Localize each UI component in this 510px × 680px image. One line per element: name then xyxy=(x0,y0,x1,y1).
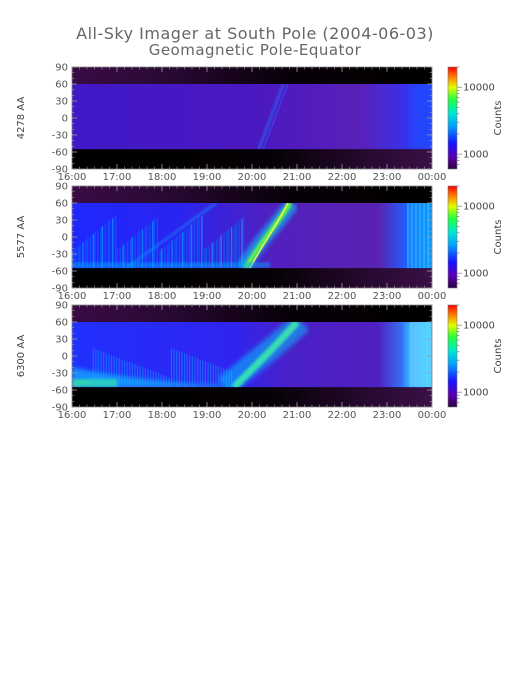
y-tick-label: -60 xyxy=(52,267,68,278)
chart-subtitle: Geomagnetic Pole-Equator xyxy=(148,41,362,59)
x-tick-label: 18:00 xyxy=(148,172,177,183)
colorbar-tick-label: 10000 xyxy=(463,202,495,213)
auroral-features xyxy=(72,203,432,269)
x-tick-label: 20:00 xyxy=(238,410,267,421)
x-tick-label: 22:00 xyxy=(328,172,357,183)
x-tick-label: 23:00 xyxy=(373,172,402,183)
colorbar: 10000 1000 Counts xyxy=(447,185,504,289)
y-tick-label: -90 xyxy=(52,165,68,176)
y-tick-label: -30 xyxy=(52,369,68,380)
intensity-band xyxy=(72,84,432,150)
x-tick-label: 17:00 xyxy=(103,172,132,183)
y-axis-label: 4278 AA xyxy=(16,97,27,140)
x-tick-label: 19:00 xyxy=(193,291,222,302)
y-axis-label: 5577 AA xyxy=(16,216,27,259)
y-tick-label: 30 xyxy=(55,97,68,108)
colorbar: 10000 1000 Counts xyxy=(447,66,504,170)
x-tick-label: 16:00 xyxy=(58,172,87,183)
chart-title: All-Sky Imager at South Pole (2004-06-03… xyxy=(76,24,434,43)
x-tick-label: 21:00 xyxy=(283,410,312,421)
y-tick-label: 90 xyxy=(55,63,68,74)
y-tick-label: 0 xyxy=(62,233,68,244)
y-tick-label: 90 xyxy=(55,301,68,312)
x-tick-label: 18:00 xyxy=(148,410,177,421)
y-tick-label: -90 xyxy=(52,403,68,414)
x-tick-label: 23:00 xyxy=(373,410,402,421)
y-tick-label: -60 xyxy=(52,148,68,159)
y-tick-label: -60 xyxy=(52,386,68,397)
colorbar-label: Counts xyxy=(493,101,504,136)
x-tick-label: 00:00 xyxy=(418,410,447,421)
x-tick-label: 22:00 xyxy=(328,410,357,421)
x-tick-label: 00:00 xyxy=(418,291,447,302)
x-tick-label: 21:00 xyxy=(283,291,312,302)
y-tick-label: -90 xyxy=(52,284,68,295)
y-tick-label: 0 xyxy=(62,114,68,125)
y-tick-label: -30 xyxy=(52,131,68,142)
colorbar-label: Counts xyxy=(493,339,504,374)
y-tick-label: -30 xyxy=(52,250,68,261)
x-tick-label: 22:00 xyxy=(328,291,357,302)
x-tick-label: 16:00 xyxy=(58,410,87,421)
y-tick-label: 90 xyxy=(55,182,68,193)
colorbar-tick-label: 10000 xyxy=(463,321,495,332)
x-tick-label: 19:00 xyxy=(193,410,222,421)
x-tick-label: 21:00 xyxy=(283,172,312,183)
y-tick-label: 0 xyxy=(62,352,68,363)
x-tick-label: 17:00 xyxy=(103,410,132,421)
y-tick-label: 60 xyxy=(55,318,68,329)
y-tick-label: 60 xyxy=(55,199,68,210)
auroral-features xyxy=(72,322,432,388)
x-tick-label: 20:00 xyxy=(238,291,267,302)
colorbar-tick-label: 1000 xyxy=(463,150,488,161)
y-tick-label: 30 xyxy=(55,335,68,346)
x-tick-label: 18:00 xyxy=(148,291,177,302)
y-tick-label: 60 xyxy=(55,80,68,91)
x-tick-label: 16:00 xyxy=(58,291,87,302)
x-tick-label: 17:00 xyxy=(103,291,132,302)
x-tick-label: 00:00 xyxy=(418,172,447,183)
y-axis-label: 6300 AA xyxy=(16,335,27,378)
y-tick-label: 30 xyxy=(55,216,68,227)
x-tick-label: 23:00 xyxy=(373,291,402,302)
auroral-features xyxy=(257,84,432,150)
x-tick-label: 19:00 xyxy=(193,172,222,183)
colorbar-tick-label: 1000 xyxy=(463,269,488,280)
colorbar: 10000 1000 Counts xyxy=(447,304,504,408)
colorbar-label: Counts xyxy=(493,220,504,255)
colorbar-tick-label: 1000 xyxy=(463,388,488,399)
colorbar-tick-label: 10000 xyxy=(463,83,495,94)
x-tick-label: 20:00 xyxy=(238,172,267,183)
